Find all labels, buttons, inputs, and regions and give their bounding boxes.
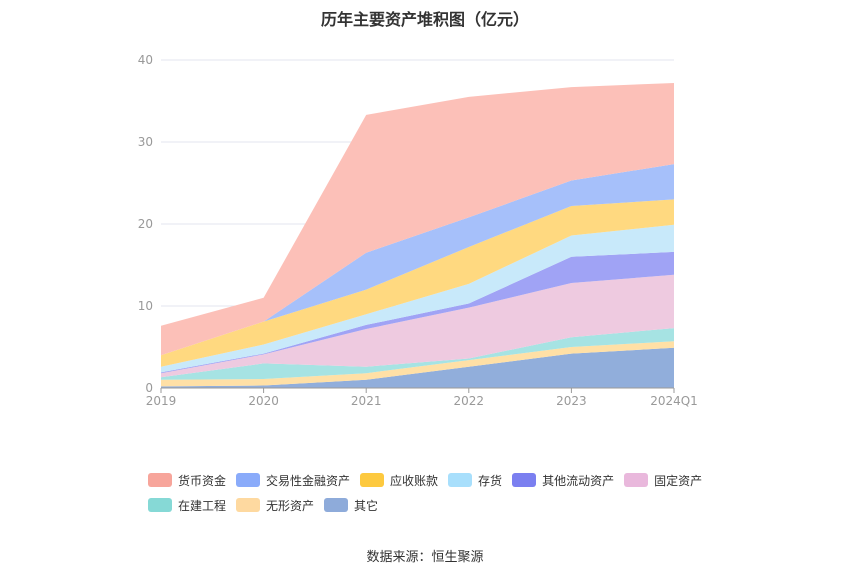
legend-label: 无形资产 — [266, 498, 315, 513]
x-tick-label: 2020 — [248, 394, 279, 408]
legend-label: 交易性金融资产 — [266, 473, 351, 488]
legend-swatch — [148, 498, 172, 512]
area-series-3 — [161, 274, 674, 378]
area-series-4 — [161, 251, 674, 374]
legend-swatch — [148, 473, 172, 487]
area-series-0 — [161, 347, 674, 388]
legend-swatch — [236, 498, 261, 512]
y-tick-label: 30 — [138, 135, 153, 149]
x-tick-label: 2019 — [146, 394, 177, 408]
chart-legend: 货币资金 交易性金融资产 应收账款 存货 其他流动资产 固定资产在建工程 无形资产 其它 — [148, 472, 738, 513]
legend-swatch — [324, 498, 349, 512]
x-tick-label: 2022 — [454, 394, 485, 408]
area-series-1 — [161, 341, 674, 387]
y-tick-label: 20 — [138, 217, 153, 231]
x-tick-label: 2021 — [351, 394, 382, 408]
area-series-8 — [161, 83, 674, 356]
legend-item[interactable]: 存货 — [448, 472, 502, 488]
legend-swatch — [512, 473, 537, 487]
legend-item[interactable]: 其它 — [324, 497, 378, 513]
legend-swatch — [236, 473, 261, 487]
chart-title: 历年主要资产堆积图（亿元） — [320, 10, 529, 29]
y-tick-label: 40 — [138, 53, 153, 67]
legend-swatch — [624, 473, 649, 487]
legend-swatch — [448, 473, 473, 487]
area-series-7 — [161, 164, 674, 356]
x-tick-label: 2024Q1 — [650, 394, 698, 408]
y-tick-label: 0 — [145, 381, 153, 395]
area-series-5 — [161, 224, 674, 373]
data-source: 数据来源：恒生聚源 — [366, 550, 484, 565]
legend-item[interactable]: 应收账款 — [360, 472, 438, 488]
legend-label: 应收账款 — [390, 473, 439, 488]
legend-item[interactable]: 在建工程 — [148, 497, 226, 513]
legend-label: 固定资产 — [654, 473, 703, 488]
legend-item[interactable]: 交易性金融资产 — [236, 472, 350, 488]
legend-label: 货币资金 — [178, 473, 227, 488]
legend-label: 其它 — [354, 498, 379, 513]
area-series-6 — [161, 199, 674, 367]
legend-swatch — [360, 473, 385, 487]
legend-label: 在建工程 — [178, 498, 227, 513]
legend-item[interactable]: 其他流动资产 — [512, 472, 614, 488]
legend-item[interactable]: 固定资产 — [624, 472, 702, 488]
legend-item[interactable]: 无形资产 — [236, 497, 314, 513]
legend-label: 存货 — [478, 473, 503, 488]
legend-label: 其他流动资产 — [542, 473, 615, 488]
area-series-2 — [161, 328, 674, 380]
y-tick-label: 10 — [138, 299, 153, 313]
x-tick-label: 2023 — [556, 394, 587, 408]
legend-item[interactable]: 货币资金 — [148, 472, 226, 488]
